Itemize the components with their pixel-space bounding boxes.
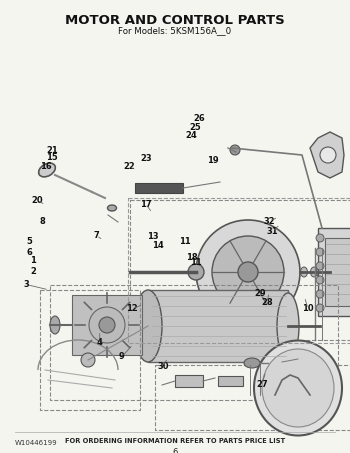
Circle shape — [316, 234, 324, 242]
Circle shape — [89, 307, 125, 343]
Circle shape — [81, 353, 95, 367]
Text: FOR ORDERING INFORMATION REFER TO PARTS PRICE LIST: FOR ORDERING INFORMATION REFER TO PARTS … — [65, 438, 285, 444]
Text: 17: 17 — [140, 200, 152, 209]
Ellipse shape — [50, 316, 60, 334]
Circle shape — [99, 317, 115, 333]
Text: 29: 29 — [254, 289, 266, 298]
Ellipse shape — [134, 290, 162, 362]
Circle shape — [298, 396, 306, 404]
Text: 11: 11 — [190, 258, 202, 267]
Text: 28: 28 — [261, 298, 273, 307]
Text: 4: 4 — [97, 337, 103, 347]
Bar — [175, 375, 203, 387]
Text: 27: 27 — [256, 380, 268, 389]
Ellipse shape — [316, 267, 323, 277]
Text: 23: 23 — [140, 154, 152, 163]
Bar — [155, 365, 350, 430]
Bar — [218, 376, 243, 386]
Circle shape — [196, 220, 300, 324]
Text: 5: 5 — [27, 237, 33, 246]
Text: 11: 11 — [179, 237, 191, 246]
Text: 22: 22 — [123, 162, 135, 171]
Text: 25: 25 — [189, 123, 201, 132]
Circle shape — [316, 304, 324, 312]
Text: 14: 14 — [152, 241, 164, 250]
Text: W10446199: W10446199 — [15, 440, 58, 446]
Text: 9: 9 — [119, 352, 125, 361]
Text: 3: 3 — [23, 280, 29, 289]
Ellipse shape — [254, 341, 342, 435]
Text: 31: 31 — [266, 227, 278, 236]
Text: 10: 10 — [302, 304, 314, 313]
Circle shape — [320, 147, 336, 163]
Circle shape — [212, 236, 284, 308]
Ellipse shape — [262, 349, 334, 427]
Text: MOTOR AND CONTROL PARTS: MOTOR AND CONTROL PARTS — [65, 14, 285, 27]
Ellipse shape — [107, 205, 117, 211]
Circle shape — [316, 262, 324, 270]
Circle shape — [316, 248, 324, 256]
Circle shape — [306, 404, 314, 412]
Bar — [298, 355, 328, 363]
Text: 13: 13 — [147, 232, 159, 241]
Text: 18: 18 — [186, 253, 198, 262]
Text: 32: 32 — [263, 217, 275, 226]
Bar — [135, 183, 183, 193]
Bar — [148, 290, 288, 362]
Text: 30: 30 — [157, 361, 168, 371]
Text: 21: 21 — [46, 146, 58, 155]
Text: 15: 15 — [46, 153, 58, 162]
Text: 1: 1 — [30, 256, 36, 265]
Circle shape — [316, 276, 324, 284]
Bar — [128, 198, 350, 343]
Circle shape — [291, 386, 299, 394]
Text: 6: 6 — [27, 248, 33, 257]
Ellipse shape — [277, 293, 299, 359]
Ellipse shape — [301, 267, 308, 277]
Bar — [318, 228, 350, 316]
Ellipse shape — [38, 163, 55, 177]
Ellipse shape — [310, 267, 317, 277]
Polygon shape — [310, 132, 344, 178]
Bar — [325, 238, 350, 306]
Circle shape — [238, 262, 258, 282]
Text: For Models: 5KSM156A__0: For Models: 5KSM156A__0 — [118, 26, 232, 35]
Text: 6: 6 — [172, 448, 178, 453]
Bar — [40, 290, 140, 410]
Text: 26: 26 — [193, 114, 205, 123]
Circle shape — [230, 145, 240, 155]
Ellipse shape — [244, 358, 260, 368]
Circle shape — [188, 264, 204, 280]
Text: 2: 2 — [30, 267, 36, 276]
Text: 12: 12 — [126, 304, 138, 313]
Bar — [50, 285, 338, 400]
Text: 16: 16 — [40, 162, 51, 171]
Text: 7: 7 — [93, 231, 99, 240]
Circle shape — [316, 290, 324, 298]
Text: 19: 19 — [207, 156, 219, 165]
Text: 20: 20 — [31, 196, 43, 205]
Bar — [72, 295, 142, 355]
Text: 8: 8 — [39, 217, 45, 226]
Text: 24: 24 — [185, 131, 197, 140]
Bar — [130, 200, 350, 340]
